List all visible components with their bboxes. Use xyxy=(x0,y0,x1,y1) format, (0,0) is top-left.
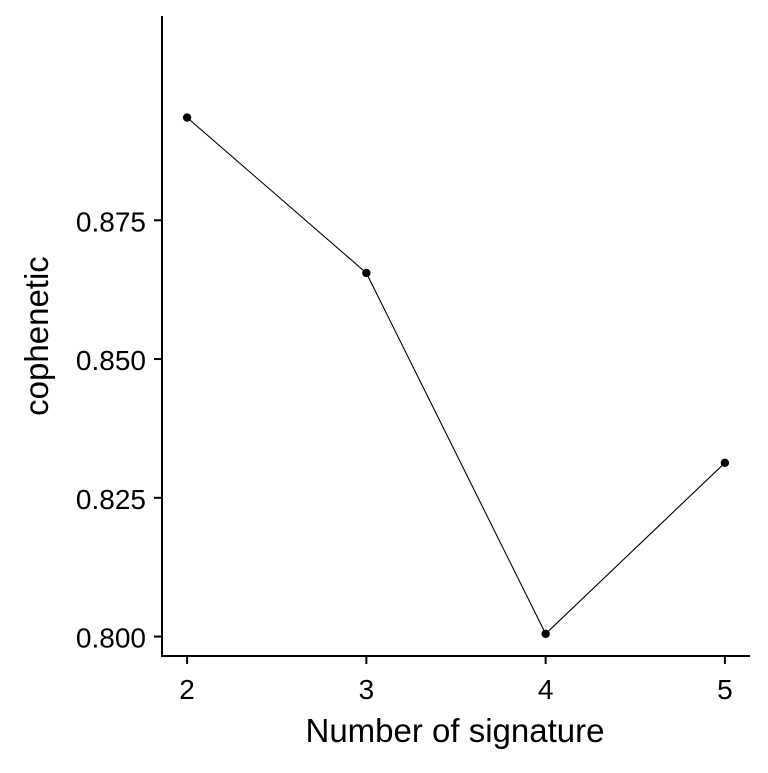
x-tick-label: 2 xyxy=(179,674,195,705)
y-tick-label: 0.800 xyxy=(76,623,146,654)
series-line xyxy=(186,117,726,635)
series-cophenetic xyxy=(182,113,730,638)
y-axis-ticks: 0.800 0.825 0.850 0.875 xyxy=(76,206,162,654)
y-tick-label: 0.850 xyxy=(76,345,146,376)
x-axis-label: Number of signature xyxy=(306,712,605,749)
x-tick-label: 4 xyxy=(538,674,554,705)
data-point xyxy=(541,629,550,638)
y-axis-label: cophenetic xyxy=(18,256,55,416)
data-point xyxy=(182,113,192,122)
data-point xyxy=(362,268,371,278)
data-point xyxy=(720,458,730,468)
x-tick-label: 5 xyxy=(717,674,733,705)
axes xyxy=(161,16,750,657)
y-tick-label: 0.875 xyxy=(76,206,146,237)
x-axis-ticks: 2 3 4 5 xyxy=(179,656,733,705)
x-tick-label: 3 xyxy=(359,674,375,705)
y-tick-label: 0.825 xyxy=(76,484,146,515)
